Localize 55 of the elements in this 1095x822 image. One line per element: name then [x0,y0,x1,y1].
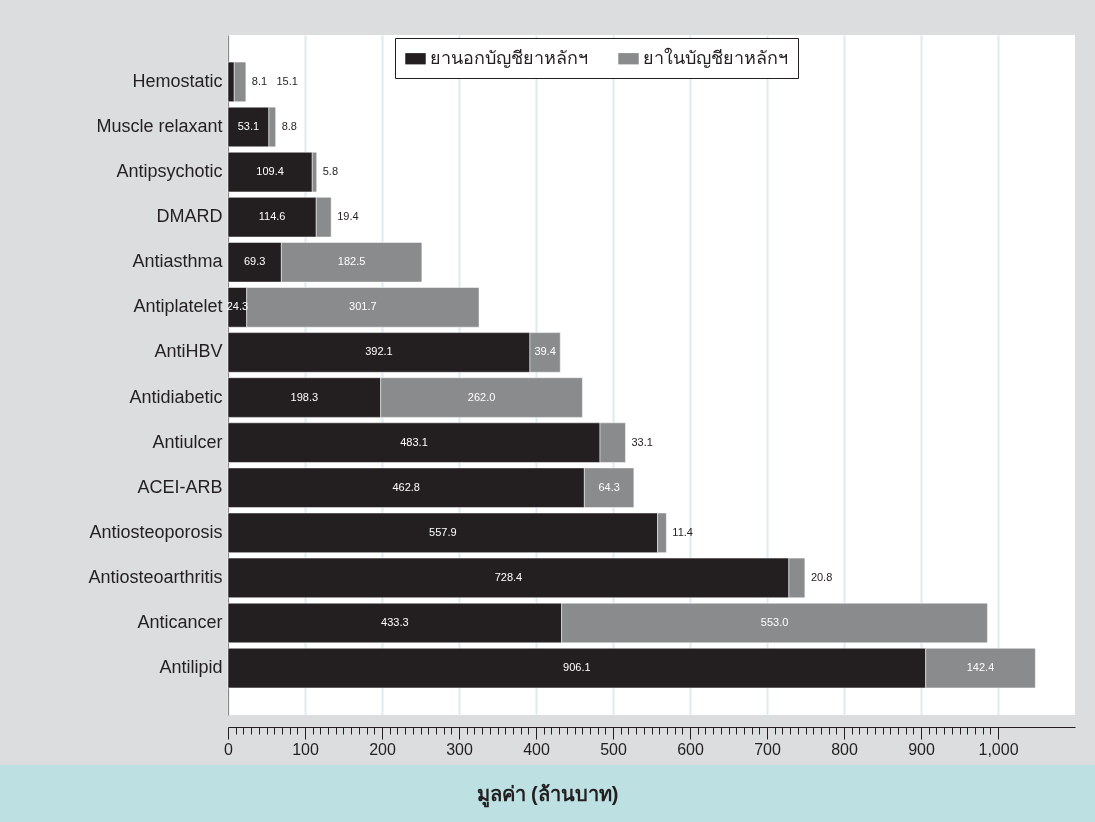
x-tick-label: 600 [677,740,704,758]
x-axis-title: มูลค่า (ล้านบาท) [0,765,1095,822]
y-tick-label: Antiulcer [152,431,223,452]
data-label: 142.4 [966,661,995,674]
data-label: 15.1 [276,74,298,87]
x-tick-label: 700 [754,740,781,758]
data-label: 69.3 [243,255,266,268]
data-label: 64.3 [598,480,620,493]
x-tick-label: 1,000 [978,740,1019,758]
data-label: 433.3 [381,616,409,629]
data-label: 114.6 [258,210,286,223]
y-tick-label: Antipsychotic [116,161,223,182]
data-label: 462.8 [392,480,420,493]
x-tick-label: 800 [831,740,858,758]
data-label: 182.5 [337,255,366,268]
x-tick-label: 400 [523,740,550,758]
data-label: 483.1 [400,435,428,448]
data-label: 5.8 [322,165,338,178]
data-label: 39.4 [534,345,556,358]
y-tick-label: Anticancer [137,612,223,633]
data-label: 553.0 [760,616,789,629]
legend-label: ยาในบัญชียาหลักฯ [643,46,788,68]
x-tick-label: 900 [908,740,935,758]
y-tick-label: AntiHBV [154,341,223,362]
data-label: 8.1 [251,74,268,87]
data-label: 392.1 [365,345,393,358]
data-label: 728.4 [494,570,523,583]
y-tick-label: ACEI-ARB [137,476,223,497]
data-label: 33.1 [631,435,653,448]
data-label: 19.4 [337,210,359,223]
y-tick-label: Antilipid [159,657,223,678]
data-label: 906.1 [563,661,591,674]
y-tick-label: Antiplatelet [133,296,223,317]
y-tick-label: Antiosteoarthritis [88,566,223,587]
data-label: 262.0 [467,390,496,403]
y-tick-label: DMARD [156,206,223,227]
data-label: 109.4 [256,165,284,178]
data-label: 8.8 [281,119,297,132]
y-tick-label: Hemostatic [132,70,223,91]
y-tick-label: Antiosteoporosis [89,521,223,542]
data-label: 11.4 [672,525,693,538]
x-tick-label: 300 [446,740,473,758]
y-tick-label: Antiasthma [132,251,224,272]
data-label: 20.8 [810,570,833,583]
y-tick-label: Antidiabetic [129,386,223,407]
data-label: 198.3 [290,390,319,403]
data-label: 557.9 [429,525,457,538]
x-tick-label: 0 [224,740,234,758]
x-tick-label: 200 [369,740,396,758]
data-label: 301.7 [349,300,377,313]
x-tick-label: 100 [292,740,319,758]
legend-label: ยานอกบัญชียาหลักฯ [430,47,588,68]
data-label: 53.1 [237,119,260,132]
y-tick-label: Muscle relaxant [96,115,223,136]
x-tick-label: 500 [600,740,627,758]
